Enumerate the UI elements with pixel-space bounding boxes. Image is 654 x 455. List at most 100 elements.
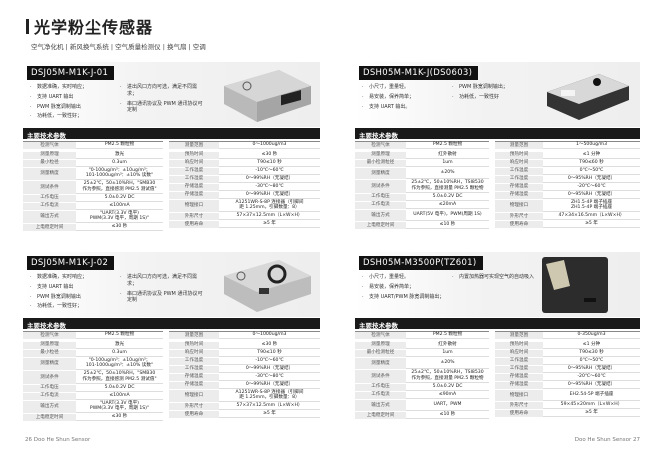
spec-label: 测量精度	[355, 357, 406, 370]
spec-label: 响应时间	[169, 159, 219, 167]
sensor-device-image	[219, 64, 314, 130]
product-model: DSH05M-M1K-J(DS0603)	[359, 66, 479, 80]
spec-row: 物理接口 A1251WR-S-8P 连接器（引脚间 距 1.25mm，引脚数量：8…	[169, 389, 320, 404]
feature-list: 小尺寸，重量轻。易安装，保养简单； 支持 UART 输出。	[361, 84, 447, 113]
spec-value: ≤100mA	[76, 392, 163, 400]
spec-row: 测试条件 25±2℃，50±10%RH，"SMB30 作为参照，直接感测 PM2.…	[23, 371, 163, 385]
spec-label: 测量原理	[355, 151, 406, 159]
spec-value: EH2.54-5P 端子插座	[543, 389, 640, 402]
feature-item: 功耗低，一致性好；	[29, 113, 115, 120]
spec-value: 5.0±0.2V DC	[406, 193, 489, 201]
spec-value: ≤10 秒	[406, 412, 489, 420]
spec-row: 物理接口 ZH1.5-4P 端子插座 ZH1.5-4P 端子插座	[495, 199, 640, 214]
spec-row: 外形尺寸 47×34×16.5mm（L×W×H）	[495, 213, 640, 222]
spec-row: 测试条件 25±2℃，50±10%RH，"SMB30 作为参照，直接感测 PM2.…	[23, 181, 163, 195]
spec-value: -10℃～60℃	[219, 357, 320, 365]
spec-value: ≤20mA	[406, 201, 489, 209]
product-intro: DSH05M-M1K-J(DS0603) 小尺寸，重量轻。易安装，保养简单； 支持 …	[355, 62, 640, 127]
spec-value: ≤100mA	[76, 202, 163, 210]
spec-label: 物理接口	[495, 389, 543, 402]
spec-row: 测量精度 "0-100ug/m³：±10ug/m³； 101-1000ug/m³：…	[23, 357, 163, 372]
spec-row: 测量原理 红外散射	[355, 151, 489, 160]
feature-list: 小尺寸，重量轻。易安装，保养简单； 支持 UART/PWM 脉宽调制输出；	[361, 274, 447, 303]
spec-label: 测量原理	[23, 341, 76, 349]
spec-label: 外形尺寸	[495, 213, 543, 221]
spec-label: 测试条件	[355, 180, 406, 193]
spec-value: ≤30 秒	[219, 341, 320, 349]
footer-right: Doo He Shun Sensor 27	[574, 437, 640, 443]
spec-label: 存储温度	[495, 183, 543, 191]
spec-row: 工作湿度 0～95%RH（无凝结）	[495, 365, 640, 374]
spec-label: 物理接口	[169, 199, 219, 213]
spec-value: ≥5 年	[219, 221, 320, 229]
spec-row: 预热时间 ≤1 分钟	[495, 151, 640, 160]
spec-label: 工作电压	[23, 384, 76, 392]
feature-item: 易安装，保养简单；	[361, 284, 447, 291]
spec-value: 1um	[406, 159, 489, 167]
spec-value: 0～99%RH（无凝结）	[219, 191, 320, 199]
spec-row: 测量原理 激光	[23, 151, 163, 160]
spec-value: T90≤10 秒	[219, 349, 320, 357]
spec-row: 测量原理 红外散射	[355, 341, 489, 350]
spec-label: 工作电流	[23, 392, 76, 400]
feature-item: 支持 UART 输出	[29, 94, 115, 101]
feature-item: PWM 脉宽调制输出；	[451, 84, 537, 91]
spec-table-left: 检测气体 PM2.5 颗粒物 测量原理 红外散射 最小检测粒径 1um 测量精度 ±20% 测试…	[355, 141, 489, 231]
spec-label: 测试条件	[355, 370, 406, 383]
spec-row: 存储温度 -20℃～60℃	[495, 373, 640, 382]
spec-tables: 检测气体 PM2.5 颗粒物 测量原理 红外散射 最小检测粒径 1um 测量精度 ±20% 测试…	[355, 331, 640, 421]
spec-value: PM2.5 颗粒物	[76, 142, 163, 149]
spec-value: 0.3um	[76, 349, 163, 357]
feature-item: 串口通讯协议及 PWM 通讯协议可定制	[119, 101, 205, 115]
spec-row: 存储湿度 0～95%RH（无凝结）	[495, 381, 640, 390]
spec-label: 测量精度	[23, 167, 76, 181]
spec-label: 使用寿命	[495, 410, 543, 418]
feature-list: 数据准确，实时响应； 支持 UART 输出 PWM 脉宽调制输出功耗低，一致性好；	[29, 84, 115, 123]
spec-row: 响应时间 T90≤60 秒	[495, 159, 640, 168]
spec-value: ≥5 年	[219, 411, 320, 419]
product-model: DSH05M-M3500P(TZ601)	[359, 256, 483, 270]
feature-item: 串口通讯协议及 PWM 通讯协议可定制	[119, 291, 205, 305]
spec-row: 工作电流 ≤100mA	[23, 392, 163, 401]
spec-row: 最小检测粒径 1um	[355, 159, 489, 168]
spec-value: PM2.5 颗粒物	[76, 332, 163, 339]
product-intro: DSJ05M-M1K-J-02 数据准确，实时响应； 支持 UART 输出 PWM 脉…	[23, 252, 320, 317]
spec-table-right: 测量范围 0～1000ug/m3 预热时间 ≤30 秒响应时间 T90≤10 秒工作温度…	[169, 331, 320, 422]
spec-value: "UART(3.3V 电平) PWM(3.3V 电平，周期 1S)"	[76, 400, 163, 414]
spec-label: 检测气体	[355, 142, 406, 149]
spec-label: 测量原理	[355, 341, 406, 349]
spec-value: T90≤10 秒	[219, 159, 320, 167]
spec-label: 上电稳定时间	[355, 412, 406, 420]
spec-value: 0～95%RH（无凝结）	[543, 381, 640, 389]
product-panel: DSJ05M-M1K-J-02 数据准确，实时响应； 支持 UART 输出 PWM 脉…	[23, 252, 320, 423]
spec-value: A1251WR-S-8P 连接器（引脚间 距 1.25mm，引脚数量：8）	[219, 199, 320, 213]
spec-row: 存储温度 -20℃～60℃	[495, 183, 640, 192]
spec-value: 5.0±0.2V DC	[76, 384, 163, 392]
spec-value: 0℃～50℃	[543, 167, 640, 175]
spec-row: 外形尺寸 57×37×12.5mm（L×W×H）	[169, 213, 320, 222]
spec-row: 响应时间 T90≤30 秒	[495, 349, 640, 358]
spec-table-right: 测量范围 1～500ug/m3 预热时间 ≤1 分钟 响应时间 T90≤60 秒工作温度 0…	[495, 141, 640, 230]
spec-label: 物理接口	[169, 389, 219, 403]
spec-value: -20℃～60℃	[543, 183, 640, 191]
spec-label: 检测气体	[23, 142, 76, 149]
spec-label: 存储湿度	[495, 381, 543, 389]
spec-row: 使用寿命 ≥5 年	[495, 221, 640, 230]
feature-item: 支持 UART 输出	[29, 284, 115, 291]
spec-label: 输出方式	[23, 210, 76, 224]
spec-value: ≥5 年	[543, 221, 640, 229]
spec-value: 0-350ug/m3	[543, 332, 640, 339]
spec-value: ≤1 分钟	[543, 151, 640, 159]
spec-row: 工作湿度 0～95%RH（无凝结）	[495, 175, 640, 184]
section-header: 主要技术参数	[355, 318, 640, 330]
spec-value: 5.0±0.2V DC	[76, 194, 163, 202]
product-intro: DSH05M-M3500P(TZ601) 小尺寸，重量轻。易安装，保养简单； 支持 …	[355, 252, 640, 317]
spec-table-right: 测量范围 0～1000ug/m3 预热时间 ≤30 秒响应时间 T90≤10 秒工作温度…	[169, 141, 320, 232]
product-model: DSJ05M-M1K-J-01	[27, 66, 115, 80]
spec-row: 上电稳定时间 ≤30 秒	[23, 224, 163, 233]
spec-value: ±20%	[406, 167, 489, 180]
spec-row: 工作温度 0℃～50℃	[495, 357, 640, 366]
spec-label: 外形尺寸	[169, 213, 219, 221]
spec-row: 工作温度 0℃～50℃	[495, 167, 640, 176]
spec-value: ≤30 秒	[219, 151, 320, 159]
